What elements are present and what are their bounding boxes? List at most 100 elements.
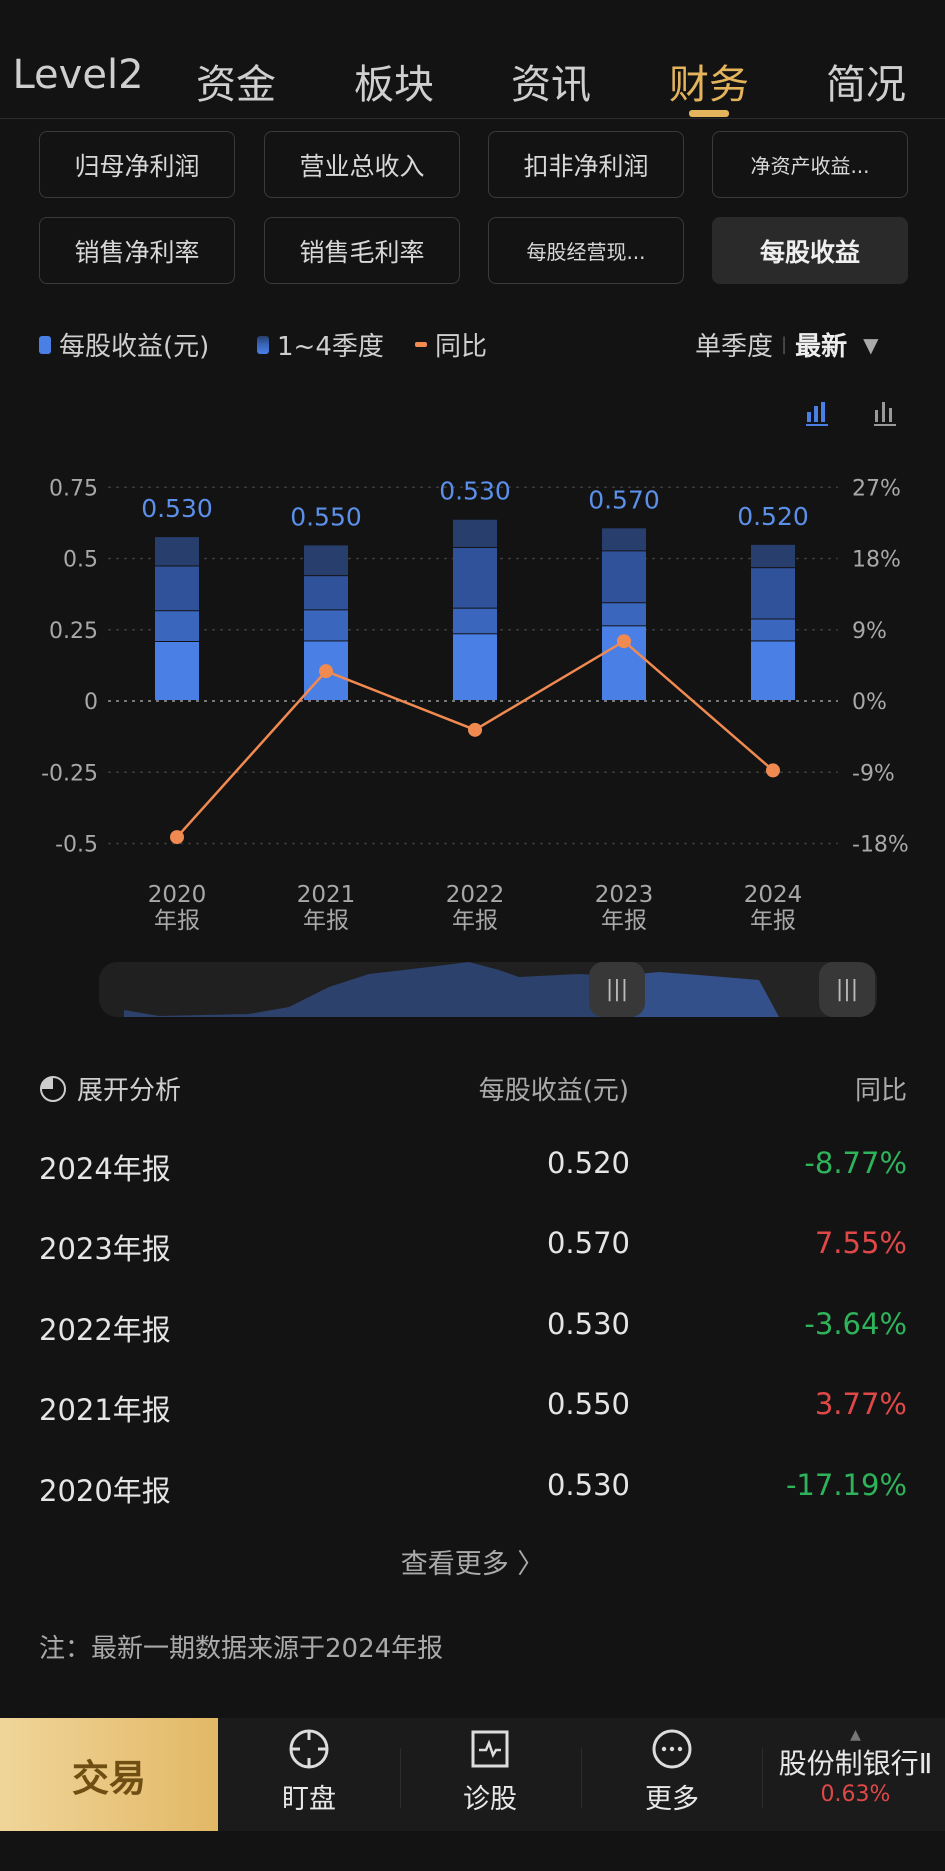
bar-segment-q3[interactable] bbox=[304, 576, 348, 610]
bar-value-label: 0.530 bbox=[439, 477, 511, 506]
active-tab-indicator bbox=[689, 110, 729, 117]
legend-quarters: 1~4季度 bbox=[257, 326, 384, 363]
tab-funds[interactable]: 资金 bbox=[196, 62, 276, 108]
x-tick-type: 年报 bbox=[601, 908, 647, 934]
x-tick-year: 2020 bbox=[148, 882, 207, 908]
metric-deducted-profit[interactable]: 扣非净利润 bbox=[488, 131, 684, 198]
mode-single-quarter[interactable]: 单季度 bbox=[695, 332, 774, 362]
mode-latest[interactable]: 最新 bbox=[795, 332, 848, 362]
y-tick-label: 0.25 bbox=[49, 619, 98, 644]
view-more-link[interactable]: 查看更多 〉 bbox=[400, 1549, 545, 1580]
bar-chart-icon[interactable] bbox=[873, 398, 903, 428]
table-row[interactable]: 2024年报 0.520 -8.77% bbox=[39, 1146, 907, 1196]
legend-swatch bbox=[257, 335, 269, 354]
bar-segment-q4[interactable] bbox=[453, 519, 497, 547]
range-slider[interactable]: ||| ||| bbox=[99, 962, 877, 1017]
tab-finance[interactable]: 财务 bbox=[669, 62, 749, 108]
period-mode[interactable]: 单季度 | 最新 ▼ bbox=[695, 326, 879, 363]
row-value: 0.550 bbox=[546, 1387, 630, 1421]
data-source-note: 注：最新一期数据来源于2024年报 bbox=[39, 1634, 444, 1664]
bar-segment-q2[interactable] bbox=[453, 608, 497, 634]
col-header-yoy: 同比 bbox=[854, 1076, 907, 1106]
stacked-bar-icon[interactable] bbox=[805, 398, 835, 428]
nav-label: 盯盘 bbox=[282, 1784, 336, 1815]
bar-segment-q4[interactable] bbox=[751, 544, 795, 568]
row-value: 0.530 bbox=[546, 1468, 630, 1502]
yoy-point[interactable] bbox=[468, 722, 482, 737]
bar-value-label: 0.530 bbox=[141, 494, 213, 523]
slider-left-handle[interactable]: ||| bbox=[589, 962, 645, 1017]
eps-chart: 0.75 27% 0.5 18% 0.25 9% 0 0% -0.25 -9% -0.5 -18% 0.… bbox=[41, 476, 909, 934]
slider-right-handle[interactable]: ||| bbox=[819, 962, 875, 1017]
caret-up-icon: ▲ bbox=[850, 1727, 861, 1743]
tab-sector[interactable]: 板块 bbox=[354, 62, 434, 108]
sector-name: 股份制银行Ⅱ bbox=[778, 1747, 933, 1780]
row-yoy: 3.77% bbox=[814, 1387, 907, 1421]
bar-value-label: 0.520 bbox=[737, 502, 809, 531]
bar-segment-q3[interactable] bbox=[155, 566, 199, 611]
yoy-point[interactable] bbox=[319, 664, 333, 679]
y-tick-label: -0.25 bbox=[41, 761, 98, 786]
bar-segment-q4[interactable] bbox=[602, 528, 646, 551]
row-value: 0.570 bbox=[546, 1226, 630, 1260]
dropdown-icon[interactable]: ▼ bbox=[863, 332, 879, 357]
nav-watch[interactable]: 盯盘 bbox=[249, 1728, 369, 1816]
y-tick-label: 0.75 bbox=[49, 476, 98, 501]
nav-more[interactable]: 更多 bbox=[612, 1728, 732, 1816]
table-row[interactable]: 2021年报 0.550 3.77% bbox=[39, 1387, 907, 1437]
table-row[interactable]: 2020年报 0.530 -17.19% bbox=[39, 1468, 907, 1518]
bar-segment-q3[interactable] bbox=[453, 547, 497, 608]
table-row[interactable]: 2022年报 0.530 -3.64% bbox=[39, 1307, 907, 1357]
bar-segment-q1[interactable] bbox=[751, 641, 795, 700]
yoy-point[interactable] bbox=[617, 634, 631, 649]
table-row[interactable]: 2023年报 0.570 7.55% bbox=[39, 1226, 907, 1276]
bar-segment-q2[interactable] bbox=[155, 611, 199, 642]
metric-gross-margin[interactable]: 销售毛利率 bbox=[264, 217, 460, 284]
metric-net-profit[interactable]: 归母净利润 bbox=[39, 131, 235, 198]
yoy-point[interactable] bbox=[766, 763, 780, 778]
legend-swatch bbox=[415, 342, 427, 347]
bar-segment-q3[interactable] bbox=[602, 551, 646, 603]
x-tick-type: 年报 bbox=[750, 908, 796, 934]
bar-segment-q4[interactable] bbox=[304, 545, 348, 576]
slider-preview-area bbox=[99, 962, 779, 1017]
trade-button[interactable]: 交易 bbox=[0, 1718, 218, 1831]
sector-change: 0.63% bbox=[820, 1782, 891, 1807]
col-header-value: 每股收益(元) bbox=[478, 1076, 629, 1106]
metric-net-margin[interactable]: 销售净利率 bbox=[39, 217, 235, 284]
nav-label: 更多 bbox=[645, 1784, 699, 1815]
x-tick-year: 2021 bbox=[297, 882, 356, 908]
row-period: 2022年报 bbox=[39, 1313, 171, 1347]
row-period: 2021年报 bbox=[39, 1393, 171, 1427]
sector-ticker[interactable]: ▲ 股份制银行Ⅱ 0.63% bbox=[766, 1728, 945, 1807]
row-period: 2020年报 bbox=[39, 1474, 171, 1508]
legend-swatch bbox=[39, 335, 51, 354]
y2-tick-label: -18% bbox=[852, 833, 909, 858]
metric-revenue[interactable]: 营业总收入 bbox=[264, 131, 460, 198]
separator: | bbox=[781, 334, 788, 355]
metric-eps[interactable]: 每股收益 bbox=[712, 217, 908, 284]
bar-segment-q1[interactable] bbox=[155, 642, 199, 700]
tab-profile[interactable]: 简况 bbox=[826, 62, 906, 108]
bar-segment-q2[interactable] bbox=[304, 610, 348, 641]
legend-eps: 每股收益(元) bbox=[39, 326, 209, 363]
bar-segment-q3[interactable] bbox=[751, 568, 795, 619]
x-tick-type: 年报 bbox=[154, 908, 200, 934]
nav-diagnose[interactable]: 诊股 bbox=[430, 1728, 550, 1816]
tab-level2[interactable]: Level2 bbox=[12, 52, 144, 98]
bar-segment-q2[interactable] bbox=[751, 619, 795, 641]
bar-segment-q4[interactable] bbox=[155, 537, 199, 566]
metric-ocf-per-share[interactable]: 每股经营现... bbox=[488, 217, 684, 284]
pulse-chart-icon bbox=[471, 1730, 509, 1768]
y2-tick-label: -9% bbox=[852, 761, 895, 786]
bar-value-label: 0.570 bbox=[588, 485, 660, 514]
tab-news[interactable]: 资讯 bbox=[511, 62, 591, 108]
bar-segment-q2[interactable] bbox=[602, 603, 646, 626]
row-yoy: 7.55% bbox=[814, 1226, 907, 1260]
bar-segment-q1[interactable] bbox=[453, 634, 497, 700]
y-tick-label: 0 bbox=[84, 690, 98, 715]
expand-analysis[interactable]: 展开分析 bbox=[39, 1070, 181, 1107]
metric-roe[interactable]: 净资产收益... bbox=[712, 131, 908, 198]
x-tick-year: 2024 bbox=[744, 882, 803, 908]
yoy-point[interactable] bbox=[170, 830, 184, 845]
